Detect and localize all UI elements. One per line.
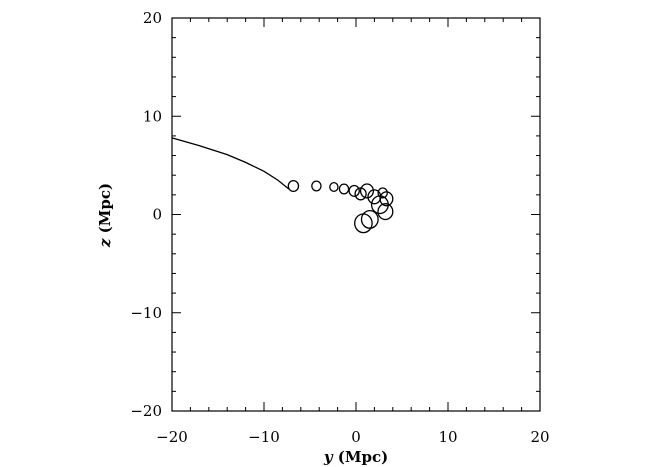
orbit-loop (354, 213, 373, 234)
plot-border (171, 17, 541, 412)
orbit-loop (311, 180, 322, 192)
x-tick-label: 0 (351, 428, 361, 446)
orbit-loop (348, 184, 360, 197)
tick-labels: −20 −10 0 10 20 −20 −10 0 10 20 (130, 9, 549, 446)
orbit-loop (379, 191, 394, 207)
y-tick-label: −10 (130, 304, 162, 322)
orbit-loop (360, 209, 379, 229)
y-tick-label: −20 (130, 402, 162, 420)
axis-ticks (171, 17, 541, 412)
x-tick-label: 10 (438, 428, 457, 446)
orbit-trail (171, 137, 290, 190)
y-tick-label: 10 (143, 107, 162, 125)
orbit-loop (329, 181, 339, 193)
orbit-loop (377, 203, 394, 221)
orbit-loop (377, 187, 388, 199)
y-axis-label: z (Mpc) (96, 183, 114, 248)
x-tick-label: −20 (156, 428, 188, 446)
y-tick-label: 20 (143, 9, 162, 27)
orbit-series (171, 137, 394, 234)
plot-frame (171, 17, 541, 412)
x-tick-label: −10 (248, 428, 280, 446)
orbit-loop (287, 179, 300, 193)
orbit-loop (338, 183, 350, 195)
y-tick-label: 0 (152, 206, 162, 224)
orbit-loop (359, 183, 375, 199)
x-axis-label: y (Mpc) (323, 448, 388, 466)
x-tick-label: 20 (530, 428, 549, 446)
